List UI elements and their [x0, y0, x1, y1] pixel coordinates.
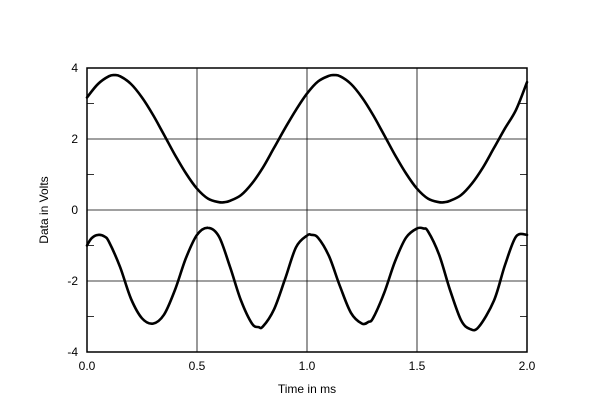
upper-waveform-line: [85, 73, 529, 204]
y-tick-label: 4: [71, 61, 78, 75]
plot-frame: [86, 67, 528, 353]
y-tick-label: -2: [67, 274, 78, 288]
series-layer: [85, 73, 529, 332]
x-tick-label: 0.0: [79, 359, 96, 373]
y-axis-label: Data in Volts: [37, 176, 51, 243]
y-tick-label: 0: [71, 203, 78, 217]
grid-lines: [87, 68, 527, 352]
y-tick-label: -4: [67, 345, 78, 359]
lower-waveform-line: [85, 226, 529, 332]
tick-labels: 0.0 0.5 1.0 1.5 2.0 4 2 0 -2 -4: [67, 61, 535, 373]
x-tick-label: 2.0: [519, 359, 536, 373]
x-tick-label: 1.5: [409, 359, 426, 373]
y-tick-label: 2: [71, 132, 78, 146]
x-tick-label: 1.0: [299, 359, 316, 373]
x-axis-label: Time in ms: [278, 382, 336, 396]
x-tick-label: 0.5: [189, 359, 206, 373]
